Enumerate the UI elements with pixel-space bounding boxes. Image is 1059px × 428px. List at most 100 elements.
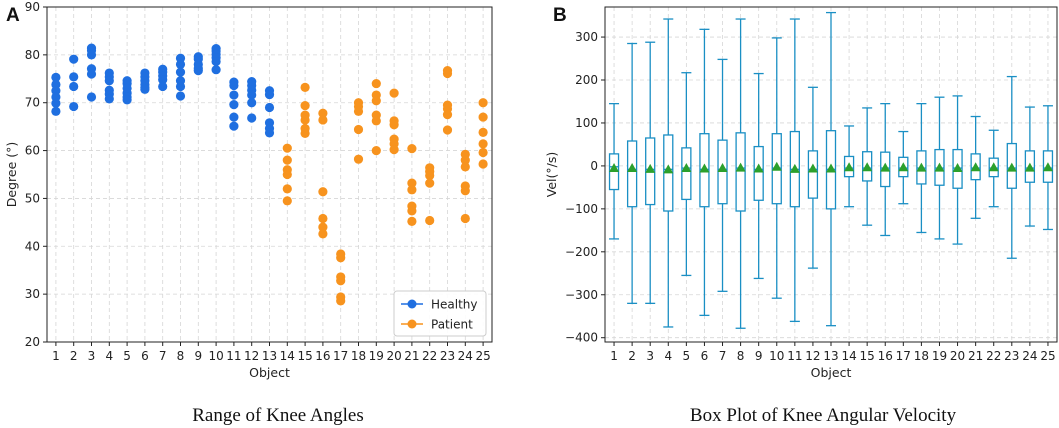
box-2 [626,42,638,304]
mean-marker [970,162,981,172]
x-tick-label-b: 17 [896,349,911,363]
x-axis-label-a: Object [249,365,290,380]
x-ticks-b: 1 2 3 4 5 6 7 8 9 10 11 12 13 14 15 16 17 18 19 20 21 22 23 24 2… [610,342,1056,363]
box-4 [663,18,674,328]
x-tick-label-b: 7 [719,349,727,363]
data-point-patient [282,169,292,180]
data-point-patient [318,222,328,232]
box-23 [1006,75,1017,259]
data-point-patient [282,196,292,206]
data-point-healthy [264,89,275,100]
box-25 [1042,105,1054,231]
data-point-patient [478,98,488,108]
x-tick-label-a: 4 [105,349,113,363]
data-point-healthy [175,91,186,101]
legend-healthy-marker [407,299,417,309]
box-13 [825,11,837,327]
data-point-healthy [104,94,114,104]
data-point-patient [478,127,488,137]
data-point-healthy [264,102,275,113]
data-point-patient [336,296,346,306]
y-ticks-a: 20 30 40 50 60 70 80 90 [25,0,47,349]
data-point-healthy [229,80,239,91]
box-21 [970,115,981,219]
box-10 [771,37,782,299]
box-6 [699,28,710,317]
x-tick-label-b: 22 [986,349,1001,363]
data-point-patient [371,96,381,106]
data-point-patient [478,159,488,169]
x-tick-label-a: 12 [244,349,259,363]
x-tick-label-a: 16 [315,349,330,363]
x-tick-label-a: 10 [208,349,223,363]
x-tick-label-a: 24 [458,349,473,363]
y-tick-label-a: 70 [25,96,40,110]
x-tick-label-b: 10 [769,349,784,363]
y-tick-label-a: 60 [25,144,40,158]
mean-marker [609,163,620,173]
data-point-healthy [122,95,132,105]
plot-area-a [47,7,492,342]
box-17 [898,130,909,205]
data-point-healthy [69,81,79,92]
data-point-patient [318,213,328,224]
data-point-patient [407,144,417,154]
x-tick-label-b: 2 [628,349,636,363]
mean-marker [898,162,909,172]
data-point-healthy [229,100,239,110]
data-point-patient [318,187,328,197]
x-tick-label-a: 13 [262,349,277,363]
x-tick-label-a: 1 [52,349,60,363]
data-point-healthy [211,56,221,67]
boxes-b [608,11,1054,329]
data-point-healthy [229,121,239,131]
box-19 [934,96,945,240]
data-point-healthy [193,66,203,76]
y-tick-label-b: 100 [575,116,598,130]
data-point-patient [442,68,453,79]
data-point-healthy [175,67,186,77]
data-point-healthy [175,81,186,92]
mean-marker [952,163,963,173]
x-ticks-a: 1 2 3 4 5 6 7 8 9 10 11 12 13 14 15 16 17 18 19 20 21 22 23 24 2… [52,342,491,363]
data-point-patient [442,125,453,135]
iqr-box [735,132,746,212]
x-tick-label-a: 5 [123,349,131,363]
data-point-patient [300,82,310,92]
y-tick-label-a: 30 [25,287,40,301]
data-point-patient [371,116,381,126]
y-tick-label-a: 20 [25,335,40,349]
legend-patient-label: Patient [431,318,473,332]
box-1 [608,102,620,240]
iqr-box [626,140,638,208]
data-point-healthy [51,98,61,108]
iqr-box [753,145,764,201]
mean-marker [681,163,692,173]
data-point-patient [389,145,399,155]
data-point-patient [371,78,381,89]
x-tick-label-b: 23 [1004,349,1019,363]
box-14 [843,125,855,208]
x-tick-label-a: 23 [440,349,455,363]
box-8 [735,18,746,329]
mean-marker [1024,162,1035,172]
x-tick-label-a: 2 [70,349,78,363]
y-tick-label-a: 40 [25,239,40,253]
caption-b: Box Plot of Knee Angular Velocity [690,405,957,426]
data-point-patient [460,186,470,196]
x-tick-label-b: 21 [968,349,983,363]
data-point-healthy [104,76,114,86]
mean-marker [717,163,728,173]
mean-marker [934,162,945,172]
box-16 [880,102,891,237]
y-tick-label-b: −200 [565,245,598,259]
box-11 [789,18,800,323]
panel-letter-a: A [6,5,20,26]
mean-marker [663,164,674,174]
y-tick-label-b: 0 [590,159,598,173]
x-tick-label-b: 9 [755,349,763,363]
data-point-healthy [158,75,168,85]
data-point-healthy [247,113,257,123]
x-tick-label-a: 17 [333,349,348,363]
